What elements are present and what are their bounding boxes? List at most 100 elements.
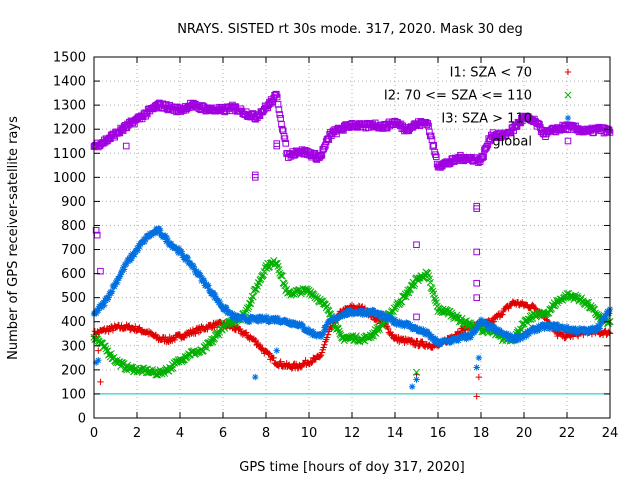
data-point <box>120 266 128 273</box>
outlier-point <box>92 226 100 234</box>
data-point <box>554 321 561 328</box>
data-point <box>404 320 412 327</box>
outlier-point <box>475 354 483 362</box>
data-point <box>605 310 613 317</box>
outlier-point <box>97 378 104 386</box>
data-point <box>255 318 262 325</box>
data-point <box>511 333 518 340</box>
data-point <box>523 333 530 340</box>
data-point <box>605 127 613 134</box>
data-point <box>368 332 376 340</box>
x-axis-label: GPS time [hours of doy 317, 2020] <box>239 460 464 475</box>
data-point <box>252 336 259 344</box>
data-point <box>601 316 609 323</box>
outlier-point <box>412 368 421 376</box>
data-point <box>323 334 331 341</box>
data-point <box>544 324 551 331</box>
data-point <box>278 121 285 128</box>
outlier-point <box>122 142 130 150</box>
data-point <box>142 112 149 120</box>
x-tick-label: 10 <box>301 426 318 441</box>
data-point <box>562 327 570 334</box>
data-point <box>359 307 367 314</box>
data-point <box>486 320 493 328</box>
data-point <box>428 333 436 340</box>
data-point <box>531 328 538 335</box>
data-point <box>594 322 602 329</box>
outlier-point <box>409 383 416 390</box>
data-point <box>347 306 354 314</box>
data-point <box>427 132 435 140</box>
data-point <box>583 326 590 333</box>
data-point <box>499 311 506 318</box>
data-point <box>237 316 244 323</box>
data-point <box>278 272 286 280</box>
data-point <box>419 328 426 336</box>
data-point <box>363 311 370 318</box>
outlier-point <box>473 364 480 371</box>
data-point <box>463 335 470 343</box>
data-point <box>271 318 278 325</box>
data-point <box>246 318 253 326</box>
data-point <box>272 91 279 99</box>
y-tick-label: 900 <box>61 195 86 210</box>
data-point <box>503 330 510 337</box>
data-point <box>212 291 219 299</box>
data-point <box>299 322 307 330</box>
data-point <box>96 303 104 310</box>
y-tick-label: 400 <box>61 315 86 330</box>
data-point <box>384 312 392 320</box>
y-tick-label: 1100 <box>53 147 86 162</box>
data-point <box>241 314 248 321</box>
data-point <box>295 323 302 330</box>
data-point <box>275 316 283 324</box>
data-point <box>431 296 439 304</box>
data-point <box>277 358 284 365</box>
legend-marker <box>564 68 572 76</box>
outlier-point <box>95 357 102 364</box>
data-point <box>233 316 240 323</box>
data-point <box>406 323 413 330</box>
y-tick-label: 600 <box>61 267 86 282</box>
data-point <box>533 325 541 332</box>
data-point <box>323 321 331 328</box>
data-point <box>115 275 123 282</box>
data-point <box>402 293 410 301</box>
data-point <box>477 316 485 323</box>
data-point <box>470 326 477 334</box>
data-point <box>322 142 329 149</box>
outlier-point <box>473 279 480 287</box>
series-3 <box>90 225 614 390</box>
x-tick-label: 24 <box>602 426 619 441</box>
data-point <box>98 304 105 311</box>
data-point <box>562 334 569 342</box>
data-point <box>151 230 159 237</box>
legend-marker <box>564 137 572 145</box>
data-point <box>310 328 317 335</box>
x-tick-label: 4 <box>176 426 184 441</box>
y-tick-label: 0 <box>78 412 86 427</box>
data-point <box>431 294 439 302</box>
data-point <box>192 330 199 337</box>
data-point <box>389 331 396 338</box>
data-point <box>320 344 327 351</box>
outlier-point <box>473 294 480 301</box>
y-tick-label: 200 <box>61 363 86 378</box>
y-tick-label: 700 <box>61 243 86 258</box>
x-tick-label: 6 <box>219 426 227 441</box>
outlier-point <box>413 313 420 321</box>
data-point <box>249 293 257 301</box>
data-point <box>382 312 389 319</box>
outlier-point <box>473 202 480 210</box>
x-tick-label: 20 <box>516 426 533 441</box>
x-tick-label: 12 <box>344 426 361 441</box>
data-point <box>163 234 171 242</box>
data-point <box>340 309 347 317</box>
data-point <box>164 237 172 245</box>
data-point <box>376 313 383 321</box>
data-point <box>495 326 502 333</box>
data-point <box>426 330 433 338</box>
data-point <box>483 319 491 327</box>
data-point <box>602 312 609 320</box>
